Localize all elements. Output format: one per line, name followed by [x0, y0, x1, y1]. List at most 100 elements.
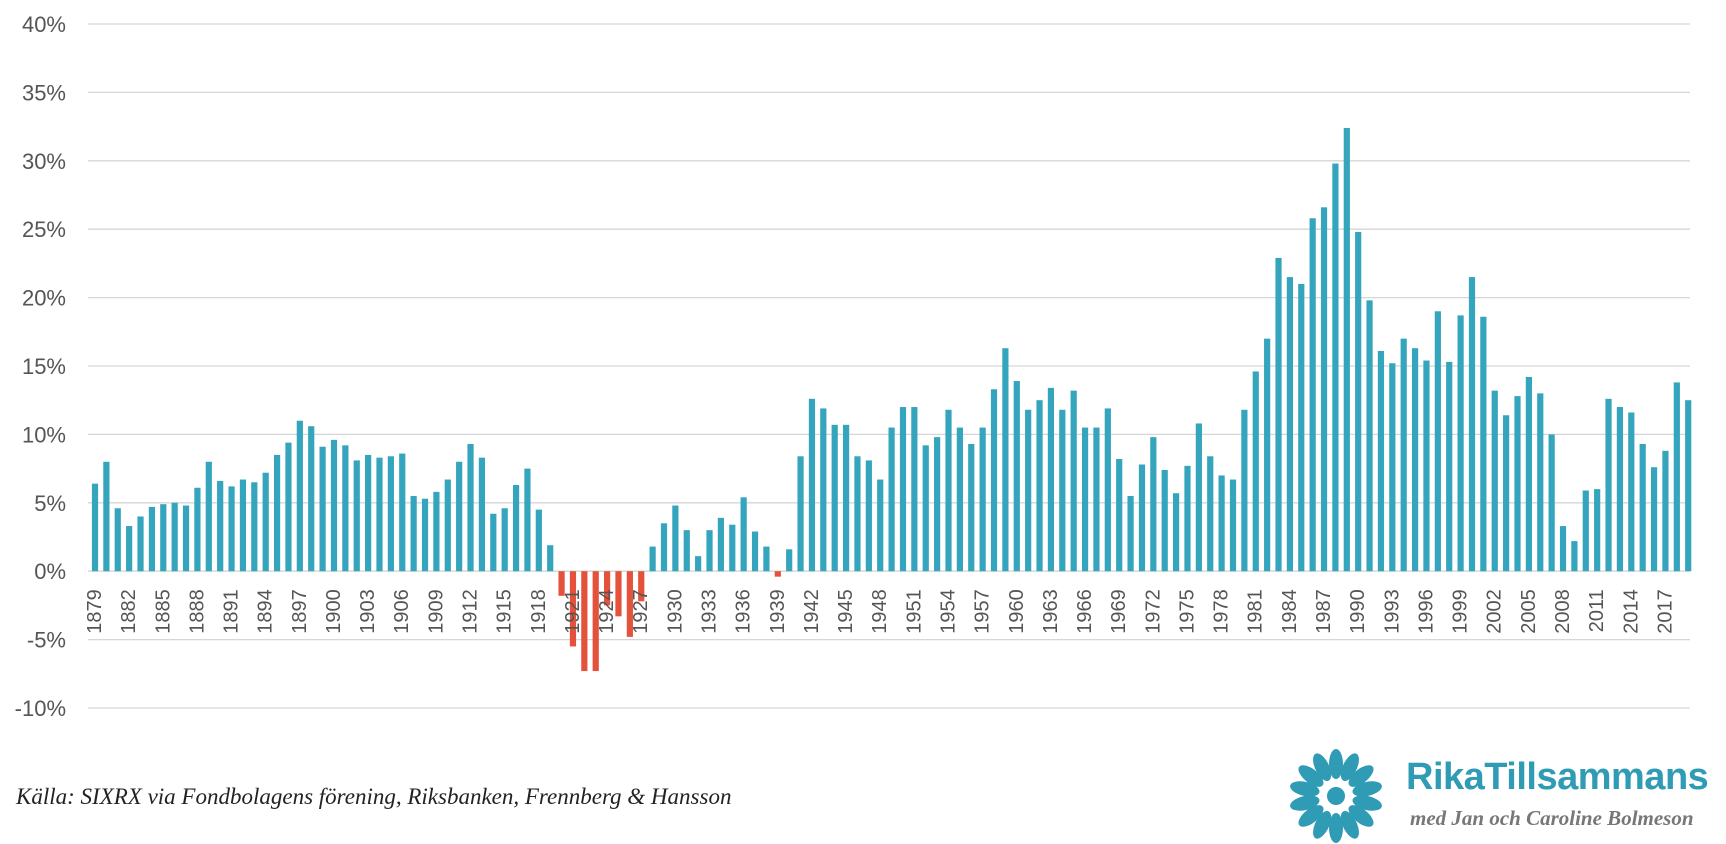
bar-1960	[1013, 381, 1020, 572]
y-tick-label: 0%	[34, 559, 66, 584]
bar-2010	[1582, 490, 1589, 572]
bar-1892	[239, 479, 247, 572]
bar-1975	[1184, 465, 1191, 572]
bar-1972	[1150, 437, 1157, 572]
bar-1926	[626, 571, 633, 637]
bar-1988	[1332, 163, 1339, 572]
x-tick-label: 1903	[357, 589, 379, 634]
bar-1979	[1229, 479, 1237, 572]
bar-1927	[638, 571, 645, 602]
bar-1930	[672, 505, 679, 572]
bar-1909	[433, 491, 440, 572]
y-tick-label: 40%	[22, 12, 66, 37]
bar-1934	[717, 517, 724, 572]
x-tick-label: 2008	[1552, 589, 1574, 634]
bar-1937	[751, 531, 759, 572]
x-tick-label: 1975	[1176, 589, 1198, 634]
x-tick-label: 1882	[118, 589, 140, 634]
x-tick-label: 1999	[1450, 589, 1472, 634]
bar-1896	[285, 442, 292, 572]
bar-1904	[376, 457, 383, 572]
bar-1951	[911, 407, 918, 572]
bar-1885	[160, 504, 167, 572]
bar-2011	[1594, 489, 1601, 572]
bar-1981	[1252, 371, 1259, 572]
x-tick-label: 1909	[425, 589, 447, 634]
x-tick-label: 1963	[1040, 589, 1062, 634]
bar-1899	[319, 446, 326, 572]
bar-1889	[205, 461, 212, 572]
bar-1976	[1195, 423, 1202, 572]
bar-1922	[581, 571, 588, 672]
brand-tagline: med Jan och Caroline Bolmeson	[1410, 806, 1694, 830]
bar-2018	[1673, 382, 1680, 572]
bar-1888	[194, 487, 201, 572]
bar-1925	[615, 571, 622, 617]
bar-1991	[1366, 300, 1373, 572]
bar-1945	[842, 424, 850, 572]
bar-2013	[1616, 407, 1624, 572]
bar-1959	[1002, 348, 1009, 572]
x-tick-label: 1966	[1074, 589, 1096, 634]
bar-1987	[1320, 207, 1328, 572]
bar-1908	[421, 498, 429, 572]
bar-1886	[171, 502, 178, 572]
bar-2019	[1685, 400, 1692, 572]
bar-2001	[1480, 316, 1487, 572]
x-tick-label: 1900	[323, 589, 345, 634]
bar-1931	[683, 530, 690, 572]
bar-1998	[1446, 361, 1453, 572]
bar-1954	[945, 409, 952, 572]
source-note: Källa: SIXRX via Fondbolagens förening, …	[16, 784, 732, 809]
x-tick-label: 1879	[84, 589, 106, 634]
bar-1921	[569, 571, 577, 647]
y-tick-label: -10%	[15, 696, 66, 721]
bar-1969	[1116, 459, 1123, 572]
x-tick-label: 1924	[596, 589, 618, 634]
x-tick-label: 2011	[1586, 589, 1608, 632]
x-tick-label: 2005	[1518, 589, 1540, 634]
bar-1879	[91, 483, 99, 572]
bar-1963	[1047, 387, 1055, 572]
x-tick-label: 1891	[221, 589, 243, 634]
x-tick-label: 1948	[869, 589, 891, 634]
bar-1965	[1070, 390, 1077, 572]
x-tick-label: 1981	[1245, 589, 1267, 634]
bar-1918	[535, 509, 542, 572]
bar-1914	[490, 513, 497, 572]
bar-1955	[956, 427, 963, 572]
bar-1910	[444, 479, 451, 572]
bar-1946	[854, 456, 861, 572]
bar-1999	[1457, 315, 1464, 572]
x-tick-label: 2014	[1620, 589, 1642, 634]
x-tick-label: 1921	[562, 589, 584, 634]
x-tick-label: 1945	[835, 589, 857, 634]
x-tick-label: 1996	[1415, 589, 1437, 634]
bar-1915	[501, 508, 508, 572]
bar-1882	[126, 526, 133, 572]
bar-2009	[1571, 541, 1578, 572]
x-tick-label: 2002	[1484, 589, 1506, 634]
bar-1978	[1218, 475, 1225, 572]
bar-1894	[262, 472, 269, 572]
bar-2000	[1468, 277, 1476, 572]
bar-1911	[456, 461, 463, 572]
brand-logo: RikaTillsammans med Jan och Caroline Bol…	[1288, 748, 1722, 844]
bar-1920	[558, 571, 565, 596]
bar-1970	[1127, 495, 1134, 572]
bar-1940	[786, 549, 793, 572]
bar-1982	[1264, 338, 1271, 572]
bar-1997	[1434, 311, 1441, 572]
bar-1968	[1104, 408, 1111, 572]
x-tick-label: 1897	[289, 589, 311, 634]
x-tick-label: 1951	[903, 589, 925, 634]
x-tick-label: 1990	[1347, 589, 1369, 634]
y-tick-label: 35%	[22, 80, 66, 105]
bar-1916	[512, 485, 520, 572]
bar-1984	[1286, 277, 1293, 572]
bar-1893	[251, 482, 258, 572]
bar-1974	[1173, 493, 1180, 572]
x-tick-label: 1933	[699, 589, 721, 634]
bar-1985	[1298, 283, 1305, 572]
bar-1938	[763, 546, 770, 572]
